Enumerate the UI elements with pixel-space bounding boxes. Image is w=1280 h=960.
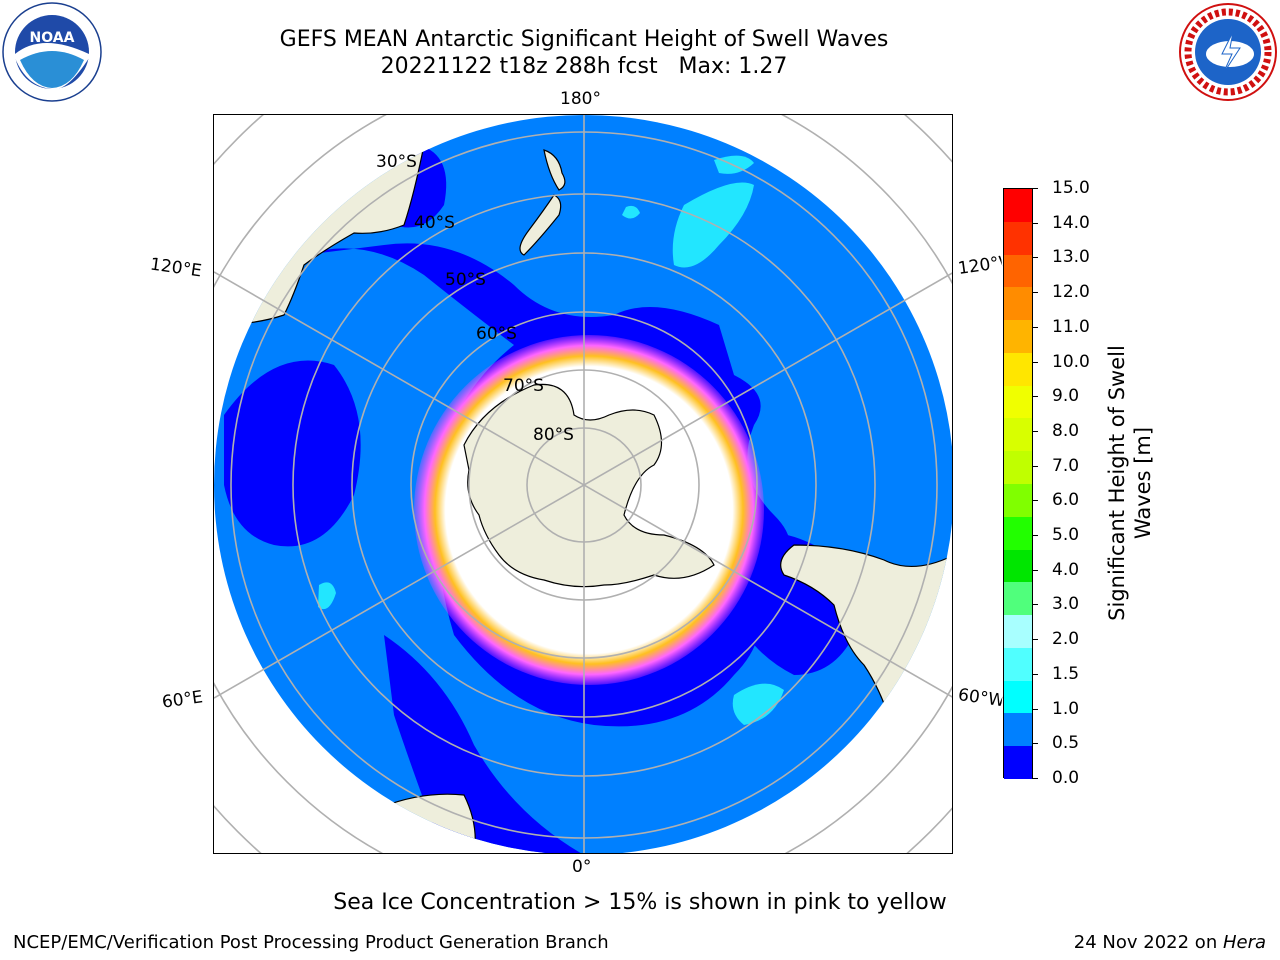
- colorbar-segment: [1004, 320, 1032, 354]
- colorbar-segment: [1004, 713, 1032, 747]
- colorbar-segment: [1004, 352, 1032, 387]
- colorbar-tick-label: 1.5: [1052, 663, 1080, 684]
- colorbar-segment: [1004, 287, 1032, 321]
- landmass-new-zealand: [519, 149, 566, 256]
- colorbar-tick-label: 4.0: [1052, 559, 1080, 580]
- colorbar-segment: [1004, 484, 1032, 518]
- landmass-antarctica: [463, 383, 715, 588]
- colorbar-tick-label: 15.0: [1052, 178, 1090, 198]
- colorbar-tick-mark: [1032, 396, 1038, 398]
- polar-map-svg: [214, 115, 952, 853]
- colorbar-segment: [1004, 254, 1032, 288]
- colorbar-segment: [1004, 647, 1032, 682]
- colorbar-segment: [1004, 549, 1032, 583]
- chart-title: GEFS MEAN Antarctic Significant Height o…: [279, 27, 889, 52]
- colorbar-tick-label: 1.0: [1052, 698, 1080, 719]
- footer-credit: NCEP/EMC/Verification Post Processing Pr…: [13, 932, 609, 953]
- chart-subtitle: 20221122 t18z 288h fcst Max: 1.27: [380, 54, 788, 79]
- colorbar-tick-mark: [1032, 430, 1038, 432]
- colorbar-tick-label: 5.0: [1052, 525, 1080, 546]
- colorbar-segment: [1004, 189, 1032, 223]
- colorbar-tick-label: 8.0: [1052, 420, 1080, 441]
- lon-label-right-upper: 120°W: [956, 253, 1004, 279]
- lat-label-80s: 80°S: [533, 425, 574, 445]
- colorbar-tick-label: 7.0: [1052, 455, 1080, 476]
- lon-label-right-lower: 60°W: [956, 685, 1004, 711]
- lon-label-left-upper: 120°E: [148, 254, 203, 282]
- nws-logo: [1179, 3, 1277, 101]
- noaa-logo-text: NOAA: [30, 30, 75, 46]
- colorbar-tick-mark: [1032, 778, 1038, 779]
- colorbar-tick-mark: [1032, 326, 1038, 328]
- lat-label-40s: 40°S: [414, 213, 455, 233]
- sea-ice-caption: Sea Ice Concentration > 15% is shown in …: [333, 890, 947, 915]
- colorbar-segment: [1004, 221, 1032, 256]
- noaa-logo: NOAA: [2, 2, 102, 102]
- colorbar-tick-mark: [1032, 604, 1038, 606]
- colorbar-segment: [1004, 582, 1032, 616]
- colorbar-segment: [1004, 451, 1032, 485]
- lat-label-30s: 30°S: [376, 152, 417, 172]
- colorbar-tick-label: 14.0: [1052, 212, 1090, 233]
- swell-patch-indian: [318, 582, 336, 610]
- colorbar-tick-mark: [1032, 361, 1038, 363]
- colorbar-segment: [1004, 418, 1032, 452]
- colorbar-tick-label: 9.0: [1052, 386, 1080, 407]
- swell-patch-atlantic: [732, 683, 784, 725]
- lon-label-bottom: 0°: [572, 857, 592, 877]
- lat-label-50s: 50°S: [445, 270, 486, 290]
- lon-label-top: 180°: [560, 89, 601, 109]
- colorbar-tick-mark: [1032, 222, 1038, 224]
- landmass-south-africa: [333, 793, 476, 853]
- colorbar-tick-mark: [1032, 500, 1038, 502]
- lon-label-left-lower: 60°E: [160, 687, 205, 713]
- colorbar-segment: [1004, 746, 1032, 780]
- colorbar-tick-label: 2.0: [1052, 629, 1080, 650]
- colorbar-tick-label: 3.0: [1052, 594, 1080, 615]
- colorbar-tick-label: 11.0: [1052, 316, 1090, 337]
- swell-height-map: 30°S 40°S 50°S 60°S 70°S 80°S: [213, 114, 953, 854]
- footer-date: 24 Nov 2022 on Hera: [1074, 932, 1266, 953]
- colorbar-segment: [1004, 385, 1032, 419]
- colorbar-label: Significant Height of Swell Waves [m]: [1105, 345, 1155, 621]
- graticule: [214, 115, 952, 853]
- footer-machine: Hera: [1222, 932, 1266, 953]
- colorbar-tick-label: 0.5: [1052, 733, 1080, 754]
- colorbar-tick-mark: [1032, 535, 1038, 537]
- lat-label-60s: 60°S: [476, 324, 517, 344]
- colorbar-tick-mark: [1032, 257, 1038, 259]
- colorbar-tick-label: 0.0: [1052, 768, 1080, 788]
- colorbar-tick-label: 6.0: [1052, 490, 1080, 511]
- lat-label-70s: 70°S: [503, 376, 544, 396]
- footer-date-text: 24 Nov 2022 on: [1073, 932, 1223, 953]
- colorbar-tick-mark: [1032, 673, 1038, 675]
- colorbar-segment: [1004, 680, 1032, 714]
- colorbar-tick-mark: [1032, 188, 1038, 189]
- colorbar-segment: [1004, 615, 1032, 649]
- colorbar-tick-label: 10.0: [1052, 351, 1090, 372]
- colorbar-tick-mark: [1032, 743, 1038, 745]
- colorbar-tick-mark: [1032, 569, 1038, 571]
- colorbar-tick-mark: [1032, 639, 1038, 641]
- colorbar-segment: [1004, 516, 1032, 551]
- colorbar-tick-label: 12.0: [1052, 282, 1090, 303]
- colorbar-tick-mark: [1032, 292, 1038, 294]
- colorbar-tick-label: 13.0: [1052, 247, 1090, 268]
- colorbar: [1003, 188, 1033, 780]
- landmass-africa: [214, 753, 298, 853]
- colorbar-tick-mark: [1032, 465, 1038, 467]
- calm-region-west: [224, 360, 361, 547]
- swell-patch-small-1: [622, 205, 640, 219]
- colorbar-tick-mark: [1032, 708, 1038, 710]
